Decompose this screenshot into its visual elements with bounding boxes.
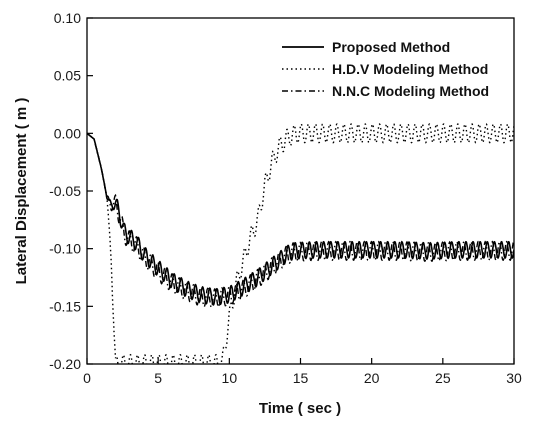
series-line-1: [87, 132, 514, 306]
x-tick-label: 10: [222, 370, 238, 386]
y-tick-label: -0.20: [49, 356, 81, 372]
legend-label: Proposed Method: [332, 39, 450, 55]
x-tick-label: 15: [293, 370, 309, 386]
x-axis-title: Time ( sec ): [259, 400, 341, 417]
x-tick-label: 5: [154, 370, 162, 386]
y-tick-label: 0.10: [54, 10, 81, 26]
x-tick-label: 20: [364, 370, 380, 386]
y-tick-label: 0.00: [54, 125, 81, 141]
series-layer: [87, 123, 514, 364]
series-line-3: [87, 132, 514, 308]
legend-label: N.N.C Modeling Method: [332, 83, 489, 99]
x-tick-label: 25: [435, 370, 451, 386]
legend-label: H.D.V Modeling Method: [332, 61, 488, 77]
x-tick-label: 30: [506, 370, 522, 386]
axis-layer: 0 5 10 15 20 25 30 0.10 0.05 0.00 -0.05 -0.10 -0.15 -…: [49, 10, 522, 386]
y-tick-label: -0.10: [49, 241, 81, 257]
y-tick-label: -0.05: [49, 183, 81, 199]
y-tick-label: 0.05: [54, 68, 81, 84]
legend: Proposed Method H.D.V Modeling Method N.N.…: [282, 39, 489, 99]
y-axis-title: Lateral Displacement ( m ): [13, 98, 30, 285]
x-tick-label: 0: [83, 370, 91, 386]
y-tick-label: -0.15: [49, 298, 81, 314]
